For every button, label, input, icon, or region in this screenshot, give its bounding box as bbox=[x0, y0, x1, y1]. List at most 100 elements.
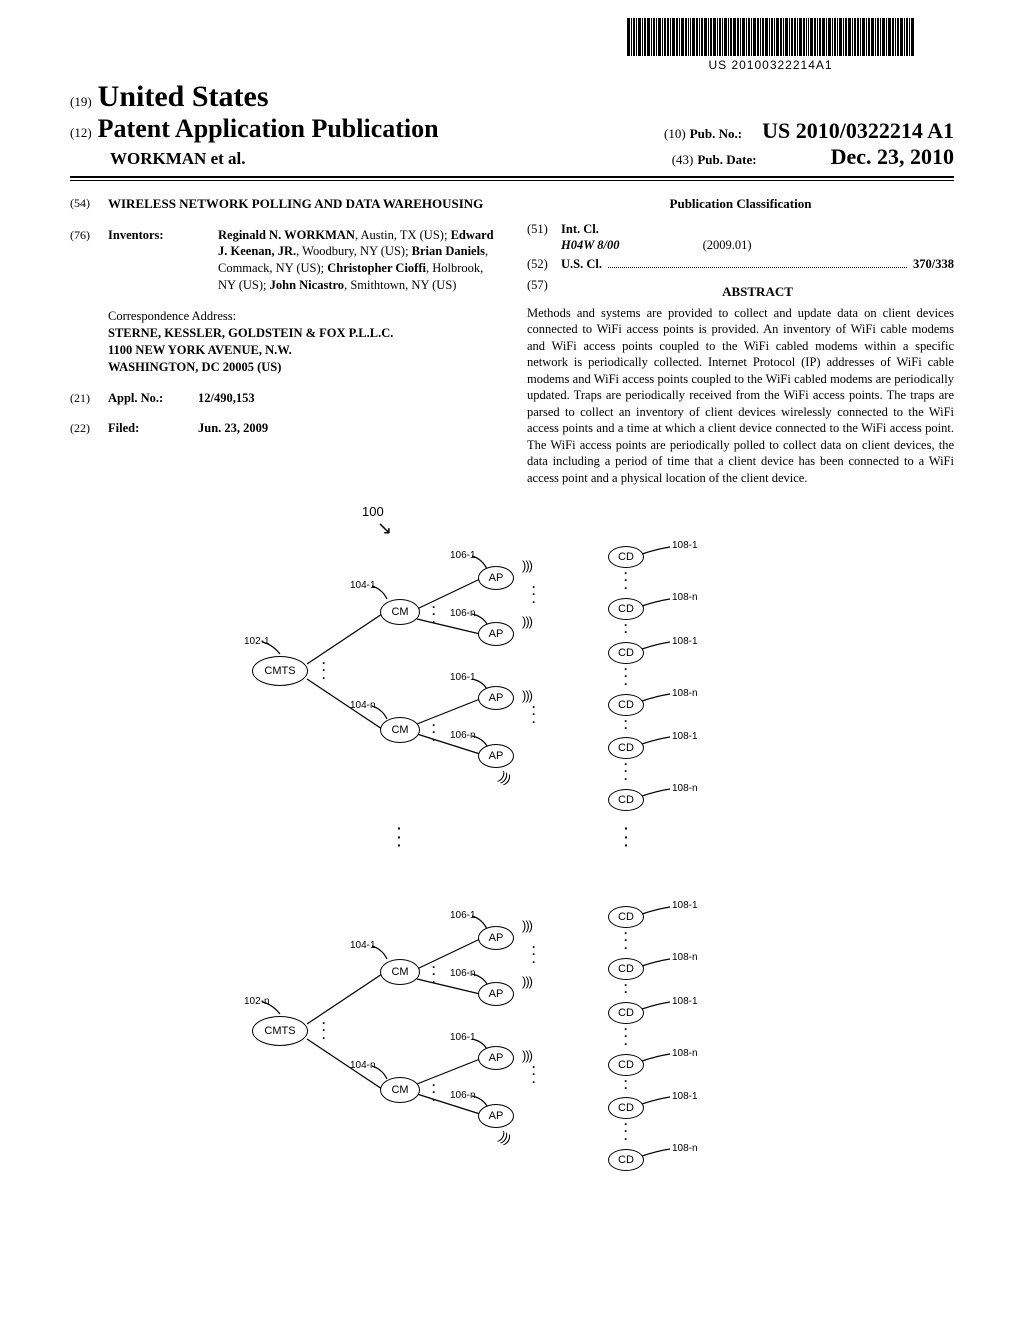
pub-date: Dec. 23, 2010 bbox=[831, 144, 954, 169]
abstract-text: Methods and systems are provided to coll… bbox=[527, 305, 954, 487]
intcl-value: H04W 8/00 bbox=[561, 238, 619, 252]
correspondence-line2: 1100 NEW YORK AVENUE, N.W. bbox=[108, 342, 497, 359]
vdots-icon: ··· bbox=[624, 824, 629, 849]
barcode-block: US 20100322214A1 bbox=[627, 18, 914, 72]
left-column: (54) WIRELESS NETWORK POLLING AND DATA W… bbox=[70, 195, 497, 486]
lbl-108-1: 108-1 bbox=[672, 996, 698, 1007]
lbl-104-n: 104-n bbox=[350, 1060, 376, 1071]
pub-classification-title: Publication Classification bbox=[527, 195, 954, 213]
code-22: (22) bbox=[70, 420, 108, 437]
lbl-108-1: 108-1 bbox=[672, 900, 698, 911]
pub-date-label: Pub. Date: bbox=[697, 152, 756, 167]
right-column: Publication Classification (51) Int. Cl.… bbox=[527, 195, 954, 486]
code-52: (52) bbox=[527, 256, 561, 273]
lbl-104-n: 104-n bbox=[350, 700, 376, 711]
lbl-106-1: 106-1 bbox=[450, 672, 476, 683]
appl-no: 12/490,153 bbox=[198, 390, 497, 407]
lbl-106-n: 106-n bbox=[450, 1090, 476, 1101]
uscl-label: U.S. Cl. bbox=[561, 256, 602, 273]
filed-label: Filed: bbox=[108, 420, 198, 437]
lbl-108-n: 108-n bbox=[672, 1143, 698, 1154]
vdots-icon: ·· bbox=[624, 982, 628, 996]
lbl-104-1: 104-1 bbox=[350, 580, 376, 591]
lbl-108-n: 108-n bbox=[672, 952, 698, 963]
code-54: (54) bbox=[70, 195, 108, 213]
vdots-icon: ··· bbox=[624, 1026, 628, 1048]
correspondence-label: Correspondence Address: bbox=[108, 308, 497, 325]
vdots-icon: ··· bbox=[532, 704, 536, 726]
biblio-columns: (54) WIRELESS NETWORK POLLING AND DATA W… bbox=[70, 195, 954, 486]
divider bbox=[70, 176, 954, 178]
pub-no-label: Pub. No.: bbox=[690, 126, 742, 141]
wifi-icon: ))) bbox=[522, 974, 532, 989]
filed-date: Jun. 23, 2009 bbox=[198, 420, 497, 437]
code-10: (10) bbox=[664, 126, 686, 141]
lbl-108-1: 108-1 bbox=[672, 1091, 698, 1102]
publication-type: Patent Application Publication bbox=[98, 114, 439, 144]
lbl-106-1: 106-1 bbox=[450, 1032, 476, 1043]
lbl-102-n: 102-n bbox=[244, 996, 270, 1007]
lbl-106-1: 106-1 bbox=[450, 550, 476, 561]
divider bbox=[70, 180, 954, 181]
vdots-icon: ··· bbox=[624, 930, 628, 952]
code-51: (51) bbox=[527, 221, 561, 238]
abstract-title: ABSTRACT bbox=[561, 283, 954, 301]
vdots-icon: ··· bbox=[532, 584, 536, 606]
wifi-icon: ))) bbox=[522, 918, 532, 933]
code-76: (76) bbox=[70, 227, 108, 295]
lbl-108-n: 108-n bbox=[672, 592, 698, 603]
inventors-label: Inventors: bbox=[108, 227, 218, 295]
lbl-108-n: 108-n bbox=[672, 688, 698, 699]
intcl-label: Int. Cl. bbox=[561, 221, 599, 238]
vdots-icon: ·· bbox=[624, 1078, 628, 1092]
vdots-icon: ··· bbox=[532, 1064, 536, 1086]
correspondence-line3: WASHINGTON, DC 20005 (US) bbox=[108, 359, 497, 376]
patent-header: (19) United States (12) Patent Applicati… bbox=[70, 80, 954, 181]
vdots-icon: ··· bbox=[624, 570, 628, 592]
code-21: (21) bbox=[70, 390, 108, 407]
lbl-108-1: 108-1 bbox=[672, 540, 698, 551]
vdots-icon: ·· bbox=[624, 622, 628, 636]
figure-connections bbox=[232, 504, 792, 1214]
uscl-value: 370/338 bbox=[913, 256, 954, 273]
barcode-number: US 20100322214A1 bbox=[627, 58, 914, 72]
vdots-icon: ··· bbox=[624, 666, 628, 688]
intcl-year: (2009.01) bbox=[703, 238, 752, 252]
vdots-icon: ··· bbox=[432, 1082, 436, 1104]
wifi-icon: ))) bbox=[522, 558, 532, 573]
lbl-102-1: 102-1 bbox=[244, 636, 270, 647]
correspondence-block: Correspondence Address: STERNE, KESSLER,… bbox=[108, 308, 497, 376]
wifi-icon: ))) bbox=[522, 1048, 532, 1063]
code-57: (57) bbox=[527, 277, 561, 305]
wifi-icon: ))) bbox=[522, 688, 532, 703]
invention-title: WIRELESS NETWORK POLLING AND DATA WAREHO… bbox=[108, 195, 483, 213]
vdots-icon: ·· bbox=[624, 718, 628, 732]
lbl-106-n: 106-n bbox=[450, 730, 476, 741]
vdots-icon: ··· bbox=[432, 604, 436, 626]
lbl-108-n: 108-n bbox=[672, 1048, 698, 1059]
country: United States bbox=[98, 80, 269, 114]
lbl-108-1: 108-1 bbox=[672, 636, 698, 647]
lbl-106-1: 106-1 bbox=[450, 910, 476, 921]
lbl-108-n: 108-n bbox=[672, 783, 698, 794]
figure-100: 100 ↘ bbox=[232, 504, 792, 1214]
vdots-icon: ··· bbox=[532, 944, 536, 966]
vdots-icon: ··· bbox=[432, 722, 436, 744]
inventors-list: Reginald N. WORKMAN, Austin, TX (US); Ed… bbox=[218, 227, 497, 295]
code-12: (12) bbox=[70, 125, 92, 141]
vdots-icon: ··· bbox=[397, 824, 402, 849]
lbl-104-1: 104-1 bbox=[350, 940, 376, 951]
correspondence-line1: STERNE, KESSLER, GOLDSTEIN & FOX P.L.L.C… bbox=[108, 325, 497, 342]
lbl-106-n: 106-n bbox=[450, 968, 476, 979]
lbl-106-n: 106-n bbox=[450, 608, 476, 619]
vdots-icon: ··· bbox=[322, 660, 326, 682]
lbl-108-1: 108-1 bbox=[672, 731, 698, 742]
code-43: (43) bbox=[672, 152, 694, 167]
barcode-icon bbox=[627, 18, 914, 56]
vdots-icon: ··· bbox=[322, 1020, 326, 1042]
code-19: (19) bbox=[70, 94, 92, 110]
authors: WORKMAN et al. bbox=[110, 149, 246, 169]
vdots-icon: ··· bbox=[624, 761, 628, 783]
wifi-icon: ))) bbox=[522, 614, 532, 629]
vdots-icon: ··· bbox=[432, 964, 436, 986]
